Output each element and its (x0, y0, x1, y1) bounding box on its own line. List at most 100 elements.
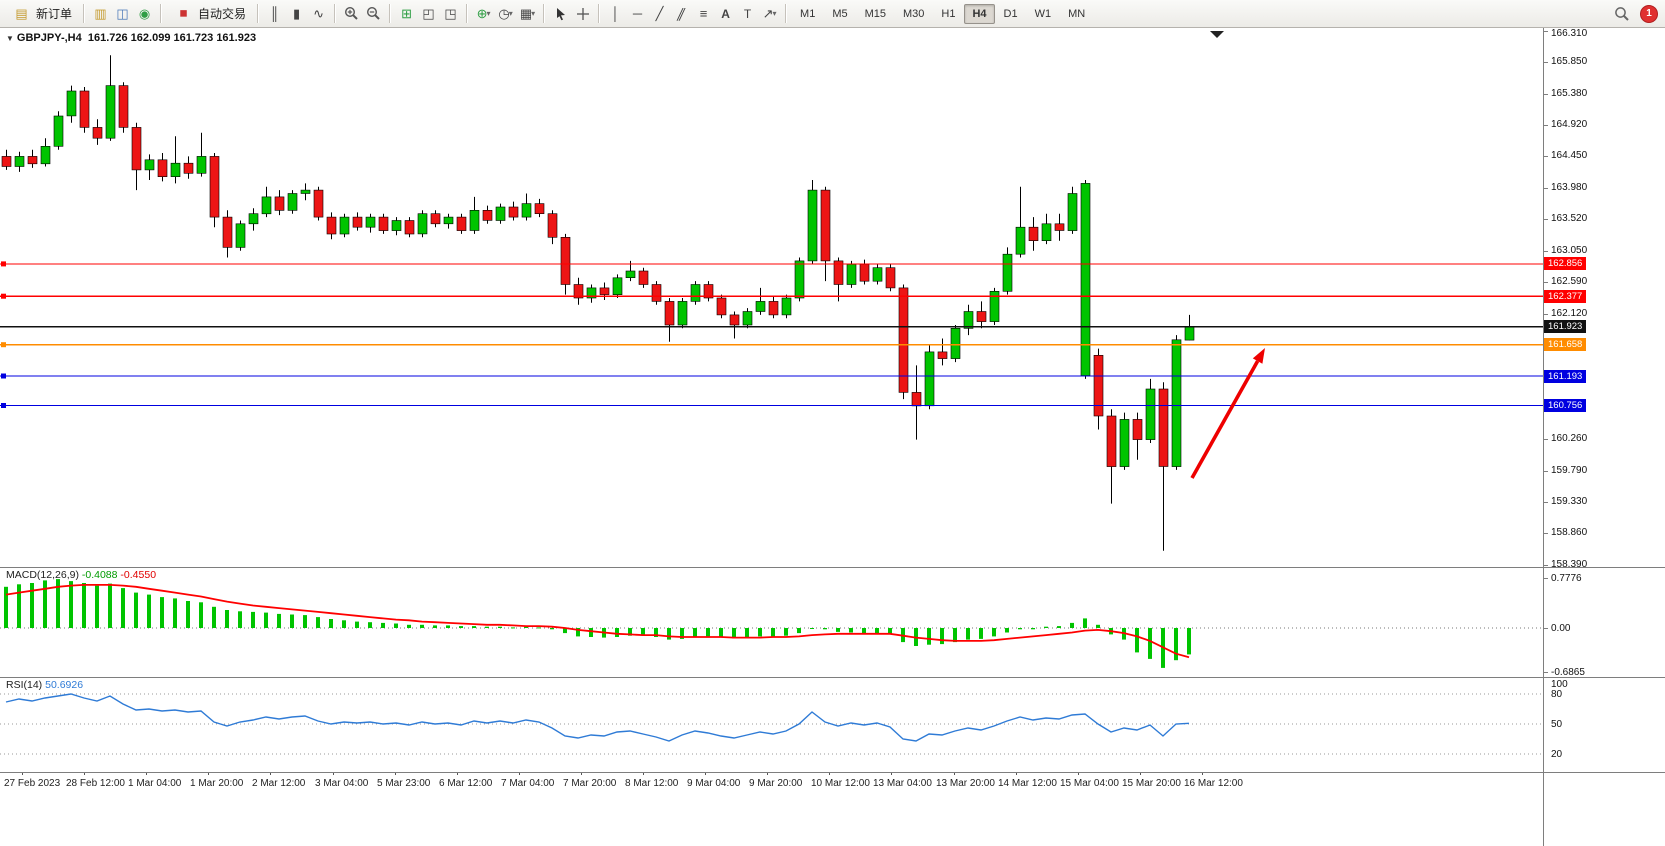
data-window-icon[interactable]: ◫ (116, 5, 129, 21)
time-tick-label: 16 Mar 12:00 (1184, 778, 1243, 789)
autotrading-icon: ◼ (179, 8, 188, 19)
new-order-button[interactable]: ▤ 新订单 (5, 2, 78, 26)
time-tick-mark (891, 772, 892, 775)
price-line-label: 161.923 (1544, 320, 1587, 333)
arrange-windows-icon[interactable]: ◳ (444, 5, 457, 21)
macd-histogram (4, 579, 1191, 668)
bar-chart-icon[interactable]: ║ (269, 6, 280, 21)
price-tick-label: 159.330 (1551, 496, 1588, 507)
price-tick-mark (1544, 31, 1548, 32)
price-tick-label: 160.260 (1551, 433, 1588, 444)
time-tick-mark (705, 772, 706, 775)
chevron-down-icon: ▾ (508, 9, 513, 18)
time-tick-mark (1078, 772, 1079, 775)
separator (160, 4, 163, 23)
time-tick-mark (829, 772, 830, 775)
time-tick-mark (270, 772, 271, 775)
text-tool-icon[interactable]: A (721, 6, 730, 21)
templates-icon[interactable]: ▦ ▾ (517, 4, 538, 24)
annotation-arrow[interactable] (1190, 348, 1265, 479)
time-tick-label: 1 Mar 04:00 (128, 778, 182, 789)
fibonacci-tool-icon[interactable]: ≡ (699, 6, 708, 21)
horizontal-line-tool-icon[interactable]: ─ (632, 6, 643, 21)
chart-symbol-title: ▼ GBPJPY-,H4 161.726 162.099 161.723 161.… (6, 32, 256, 44)
price-tick-mark (1544, 533, 1548, 534)
separator (466, 4, 469, 23)
timeframe-m15[interactable]: M15 (864, 7, 886, 20)
separator (83, 4, 86, 23)
time-tick-label: 9 Mar 04:00 (687, 778, 741, 789)
level-lines (0, 261, 1543, 408)
time-tick-label: 7 Mar 20:00 (563, 778, 617, 789)
price-line-label: 160.756 (1544, 399, 1587, 412)
price-tick-mark (1544, 219, 1548, 220)
macd-signal-line (5, 583, 1190, 659)
rsi-panel[interactable] (0, 677, 1543, 772)
time-axis[interactable]: 27 Feb 2023 28 Feb 12:00 1 Mar 04:00 1 Mar … (0, 772, 1543, 796)
time-tick-mark (333, 772, 334, 775)
notification-badge[interactable]: 1 (1640, 4, 1658, 23)
chevron-down-icon: ▾ (772, 9, 777, 18)
timeframe-group: M1 M5 M15 M30 H1 H4 D1 W1 MN (792, 3, 1093, 24)
time-tick-label: 2 Mar 12:00 (252, 778, 306, 789)
navigator-icon[interactable]: ◉ (138, 5, 151, 21)
label-tool-icon[interactable]: T (743, 6, 752, 21)
line-chart-icon[interactable]: ∿ (313, 5, 324, 21)
candles (1, 55, 1195, 551)
timeframe-m5[interactable]: M5 (832, 7, 848, 20)
crosshair-icon[interactable] (572, 4, 593, 24)
vertical-line-tool-icon[interactable]: │ (611, 6, 620, 21)
price-tick-mark (1544, 251, 1548, 252)
search-icon[interactable] (1611, 4, 1632, 24)
cascade-windows-icon[interactable]: ◰ (422, 5, 435, 21)
timeframe-mn[interactable]: MN (1068, 7, 1086, 20)
rsi-tick-label: 50 (1551, 719, 1563, 730)
macd-tick-mark (1544, 578, 1548, 579)
price-line-label: 161.658 (1544, 338, 1587, 351)
time-tick-label: 9 Mar 20:00 (749, 778, 803, 789)
chart-shift-marker[interactable] (1210, 31, 1224, 38)
panel-separator[interactable] (0, 567, 1665, 568)
indicators-icon[interactable]: ⊕ ▾ (473, 4, 494, 24)
candlestick-chart-icon[interactable]: ▮ (292, 5, 301, 21)
macd-panel[interactable] (0, 567, 1543, 677)
panel-separator[interactable] (0, 677, 1665, 678)
timeframe-h1[interactable]: H1 (941, 7, 956, 20)
price-axis[interactable]: 166.310 165.850 165.380 164.920 164.450 163.9… (1543, 28, 1665, 846)
chart-window[interactable]: ▼ GBPJPY-,H4 161.726 162.099 161.723 161.… (0, 28, 1665, 846)
price-tick-mark (1544, 439, 1548, 440)
periods-icon[interactable]: ◷ ▾ (495, 4, 516, 24)
autotrading-label: 自动交易 (198, 7, 247, 21)
cursor-icon[interactable] (550, 4, 571, 24)
tile-windows-icon[interactable]: ⊞ (401, 5, 412, 21)
time-tick-mark (1140, 772, 1141, 775)
new-order-label: 新订单 (36, 7, 73, 21)
timeframe-h4[interactable]: H4 (964, 3, 995, 24)
zoom-out-icon[interactable] (363, 4, 384, 24)
trendline-tool-icon[interactable]: ╱ (655, 5, 664, 21)
timeframe-d1[interactable]: D1 (1003, 7, 1018, 20)
rsi-value: 50.6926 (45, 679, 84, 691)
price-tick-label: 164.920 (1551, 119, 1588, 130)
price-tick-label: 158.390 (1551, 559, 1588, 570)
timeframe-w1[interactable]: W1 (1034, 7, 1052, 20)
time-tick-mark (395, 772, 396, 775)
macd-tick-mark (1544, 672, 1548, 673)
zoom-in-icon[interactable] (341, 4, 362, 24)
main-chart-panel[interactable] (0, 28, 1543, 567)
timeframe-m1[interactable]: M1 (800, 7, 816, 20)
rsi-tick-label: 20 (1551, 749, 1563, 760)
price-tick-label: 163.520 (1551, 213, 1588, 224)
panel-separator (0, 772, 1665, 773)
arrows-tool-icon[interactable]: ↗ ▾ (759, 4, 780, 24)
timeframe-m30[interactable]: M30 (903, 7, 925, 20)
autotrading-button[interactable]: ◼ 自动交易 (167, 2, 252, 26)
rsi-tick-label: 80 (1551, 689, 1563, 700)
price-line-label: 162.856 (1544, 257, 1587, 270)
rsi-name: RSI(14) (6, 679, 43, 691)
macd-name: MACD(12,26,9) (6, 569, 79, 581)
channel-tool-icon[interactable]: ∥ (671, 4, 692, 24)
rsi-line (5, 693, 1190, 742)
market-watch-icon[interactable]: ▥ (94, 5, 107, 21)
time-tick-mark (457, 772, 458, 775)
